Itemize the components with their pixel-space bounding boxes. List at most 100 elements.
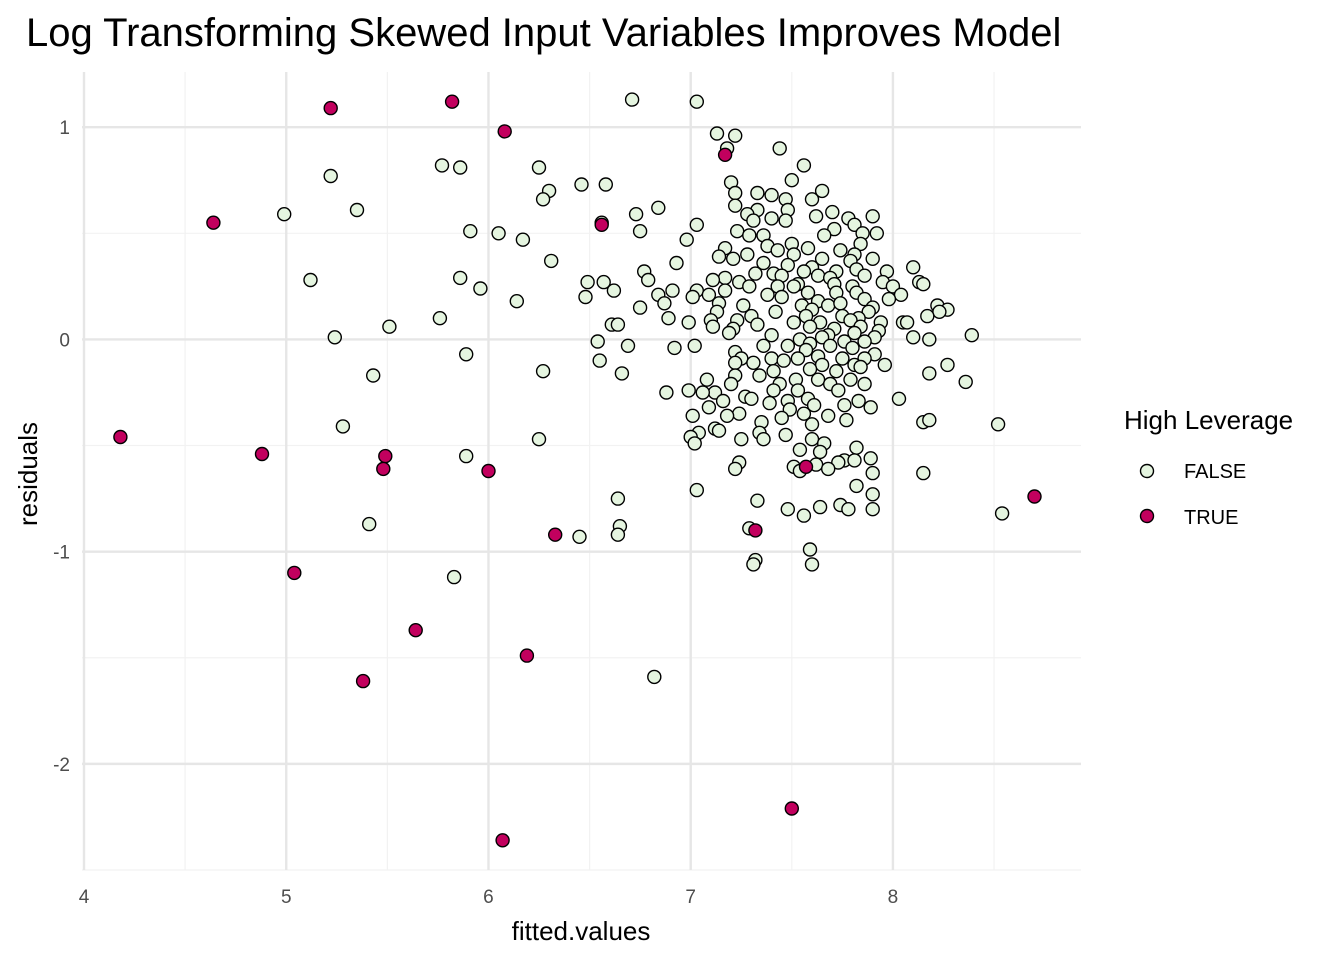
data-point-false (829, 364, 844, 379)
data-point-false (833, 296, 848, 311)
data-point-false (847, 325, 862, 341)
data-point-false (578, 289, 593, 305)
data-point-false (837, 398, 852, 413)
data-point-false (679, 232, 694, 247)
data-point-false (641, 272, 656, 288)
data-point-false (853, 359, 868, 375)
data-point-false (764, 211, 779, 226)
data-point-false (366, 368, 381, 383)
data-point-false (843, 372, 858, 387)
y-axis-title: residuals (13, 422, 43, 526)
data-point-false (572, 529, 587, 544)
data-point-true (254, 446, 270, 462)
data-point-false (453, 270, 468, 286)
data-point-false (776, 353, 791, 368)
data-point-false (800, 240, 816, 256)
data-point-true (495, 833, 510, 848)
data-point-false (535, 364, 551, 379)
data-point-false (833, 243, 848, 258)
data-point-false (792, 442, 808, 457)
data-point-false (802, 319, 818, 334)
data-point-false (760, 287, 775, 302)
data-point-true (481, 463, 496, 479)
data-point-false (804, 417, 820, 432)
x-tick-label: 7 (685, 887, 696, 908)
data-point-false (614, 366, 630, 381)
data-point-false (800, 285, 816, 300)
data-point-false (857, 268, 872, 283)
legend-label-false: FALSE (1184, 461, 1246, 483)
data-point-false (893, 287, 909, 302)
data-point-false (723, 376, 739, 392)
data-point-false (920, 308, 935, 324)
data-point-false (728, 461, 743, 477)
data-point-false (994, 506, 1010, 521)
data-point-true (748, 523, 763, 538)
data-point-true (376, 461, 391, 477)
data-point-false (790, 383, 806, 398)
data-point-false (432, 311, 448, 326)
data-point-false (940, 357, 955, 373)
data-point-false (922, 332, 937, 347)
data-point-false (932, 304, 947, 319)
data-point-false (659, 385, 674, 400)
data-point-false (827, 221, 842, 237)
data-points (113, 92, 1042, 848)
data-point-false (764, 328, 779, 343)
data-point-false (685, 408, 700, 423)
data-point-false (647, 669, 662, 685)
data-point-false (531, 432, 547, 447)
data-point-false (821, 298, 836, 313)
data-point-false (624, 92, 640, 107)
tick-labels: 4 5 6 7 8 -2 -1 0 1 (53, 118, 898, 908)
data-point-true (519, 648, 535, 663)
data-point-false (812, 499, 828, 515)
data-point-false (711, 423, 727, 438)
data-point-true (497, 124, 512, 139)
data-point-false (756, 432, 771, 447)
data-point-false (835, 351, 850, 366)
data-point-false (665, 283, 680, 298)
data-point-false (277, 206, 292, 222)
data-point-false (774, 410, 789, 426)
data-point-false (990, 417, 1006, 432)
data-point-false (728, 198, 743, 213)
data-point-false (770, 243, 785, 258)
data-point-false (750, 317, 765, 332)
data-point-false (734, 432, 749, 447)
data-point-false (802, 361, 818, 377)
data-point-false (863, 400, 878, 415)
x-tick-label: 6 (483, 887, 494, 908)
data-point-true (444, 94, 460, 109)
data-point-false (817, 228, 832, 243)
data-point-false (610, 527, 626, 542)
data-point-false (491, 226, 506, 241)
data-point-false (899, 315, 915, 330)
data-point-false (661, 311, 676, 326)
x-tick-label: 8 (888, 887, 899, 908)
data-point-false (544, 253, 559, 269)
legend-key-true (1139, 508, 1155, 524)
data-point-false (764, 351, 779, 366)
y-tick-label: -1 (53, 543, 70, 564)
data-point-false (709, 126, 725, 141)
data-point-false (699, 372, 715, 387)
x-axis-title: fitted.values (512, 916, 651, 946)
data-point-false (810, 372, 826, 387)
data-point-false (808, 209, 824, 224)
data-point-false (825, 204, 840, 220)
data-point-false (790, 351, 806, 366)
data-point-false (750, 185, 765, 201)
data-point-false (628, 206, 644, 222)
data-point-false (632, 223, 648, 239)
data-point-false (695, 385, 710, 400)
data-point-false (327, 330, 342, 345)
data-point-false (843, 313, 858, 328)
data-point-false (810, 268, 826, 283)
data-point-false (515, 232, 531, 247)
data-point-false (778, 427, 793, 443)
data-point-false (681, 315, 696, 330)
data-point-false (762, 395, 777, 411)
data-point-false (865, 209, 880, 224)
